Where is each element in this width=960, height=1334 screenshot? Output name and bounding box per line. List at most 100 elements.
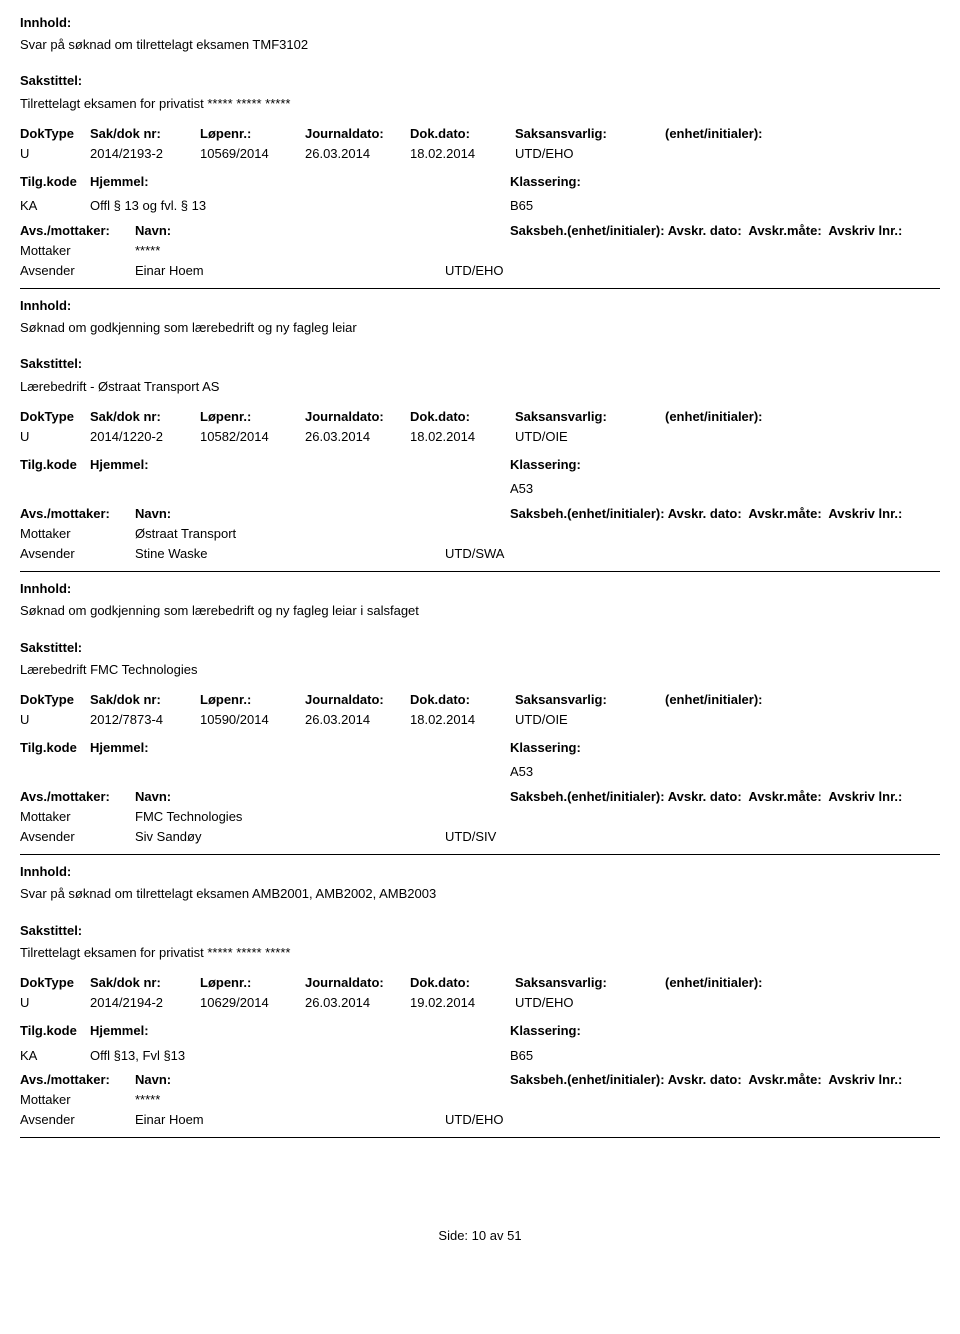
journal-record: Innhold: Svar på søknad om tilrettelagt … bbox=[20, 14, 940, 289]
record-divider bbox=[20, 288, 940, 289]
saksansvarlig-hdr: Saksansvarlig: bbox=[515, 691, 665, 709]
klassering-hdr: Klassering: bbox=[510, 1022, 940, 1040]
klassering-val: A53 bbox=[510, 763, 940, 781]
avsender-label: Avsender bbox=[20, 545, 135, 563]
doktype-hdr: DokType bbox=[20, 974, 90, 992]
journaldato-val: 26.03.2014 bbox=[305, 711, 410, 729]
record-divider bbox=[20, 571, 940, 572]
saksansvarlig-hdr: Saksansvarlig: bbox=[515, 125, 665, 143]
sakstittel-value: Tilrettelagt eksamen for privatist *****… bbox=[20, 944, 940, 962]
enhet-hdr: (enhet/initialer): bbox=[665, 974, 940, 992]
avsender-row: Avsender Einar Hoem UTD/EHO bbox=[20, 1111, 940, 1129]
journaldato-val: 26.03.2014 bbox=[305, 145, 410, 163]
avsender-unit: UTD/SWA bbox=[445, 545, 940, 563]
klassering-hdr: Klassering: bbox=[510, 456, 940, 474]
saksansvarlig-val: UTD/EHO bbox=[515, 994, 665, 1012]
avsender-name: Stine Waske bbox=[135, 545, 445, 563]
side-label: Side: bbox=[438, 1228, 468, 1243]
hjemmel-hdr: Hjemmel: bbox=[90, 173, 510, 191]
sakdok-val: 2014/2194-2 bbox=[90, 994, 200, 1012]
tilgkode-hdr: Tilg.kode bbox=[20, 739, 90, 757]
record-value-row: U 2014/2193-2 10569/2014 26.03.2014 18.0… bbox=[20, 145, 940, 163]
saksansvarlig-val: UTD/OIE bbox=[515, 711, 665, 729]
saksbeh-hdr: Saksbeh.(enhet/initialer): Avskr. dato: … bbox=[510, 788, 940, 806]
sakdok-hdr: Sak/dok nr: bbox=[90, 408, 200, 426]
avsender-row: Avsender Einar Hoem UTD/EHO bbox=[20, 262, 940, 280]
journaldato-hdr: Journaldato: bbox=[305, 974, 410, 992]
innhold-value: Svar på søknad om tilrettelagt eksamen T… bbox=[20, 36, 940, 54]
page-current: 10 bbox=[472, 1228, 486, 1243]
enhet-hdr: (enhet/initialer): bbox=[665, 125, 940, 143]
avsmottaker-hdr: Avs./mottaker: bbox=[20, 505, 135, 523]
sakdok-hdr: Sak/dok nr: bbox=[90, 125, 200, 143]
record-value-row: U 2014/2194-2 10629/2014 26.03.2014 19.0… bbox=[20, 994, 940, 1012]
record-value-row: U 2012/7873-4 10590/2014 26.03.2014 18.0… bbox=[20, 711, 940, 729]
mottaker-label: Mottaker bbox=[20, 525, 135, 543]
mottaker-name: ***** bbox=[135, 1091, 445, 1109]
lopenr-hdr: Løpenr.: bbox=[200, 408, 305, 426]
mottaker-unit bbox=[445, 525, 940, 543]
sakstittel-label: Sakstittel: bbox=[20, 72, 940, 90]
hjemmel-val bbox=[90, 763, 510, 781]
mottaker-unit bbox=[445, 808, 940, 826]
mottaker-unit bbox=[445, 242, 940, 260]
sakstittel-value: Tilrettelagt eksamen for privatist *****… bbox=[20, 95, 940, 113]
avsender-name: Siv Sandøy bbox=[135, 828, 445, 846]
sakstittel-label: Sakstittel: bbox=[20, 922, 940, 940]
hjemmel-hdr: Hjemmel: bbox=[90, 456, 510, 474]
innhold-value: Søknad om godkjenning som lærebedrift og… bbox=[20, 319, 940, 337]
dokdato-hdr: Dok.dato: bbox=[410, 125, 515, 143]
mottaker-row: Mottaker ***** bbox=[20, 242, 940, 260]
avsmottaker-hdr: Avs./mottaker: bbox=[20, 222, 135, 240]
mottaker-row: Mottaker Østraat Transport bbox=[20, 525, 940, 543]
record-list: Innhold: Svar på søknad om tilrettelagt … bbox=[20, 14, 940, 1138]
dokdato-val: 18.02.2014 bbox=[410, 428, 515, 446]
record-header-row: DokType Sak/dok nr: Løpenr.: Journaldato… bbox=[20, 125, 940, 143]
mottaker-label: Mottaker bbox=[20, 808, 135, 826]
journaldato-val: 26.03.2014 bbox=[305, 994, 410, 1012]
saksbeh-head-row: Avs./mottaker: Navn: Saksbeh.(enhet/init… bbox=[20, 788, 940, 806]
saksbeh-head-row: Avs./mottaker: Navn: Saksbeh.(enhet/init… bbox=[20, 505, 940, 523]
saksansvarlig-hdr: Saksansvarlig: bbox=[515, 408, 665, 426]
avsender-unit: UTD/EHO bbox=[445, 262, 940, 280]
tilgkode-val: KA bbox=[20, 197, 90, 215]
record-divider bbox=[20, 1137, 940, 1138]
saksbeh-hdr: Saksbeh.(enhet/initialer): Avskr. dato: … bbox=[510, 505, 940, 523]
avsender-label: Avsender bbox=[20, 1111, 135, 1129]
page-sep: av bbox=[490, 1228, 504, 1243]
tilgkode-val bbox=[20, 480, 90, 498]
klassering-val: B65 bbox=[510, 197, 940, 215]
lopenr-val: 10629/2014 bbox=[200, 994, 305, 1012]
document-page: Innhold: Svar på søknad om tilrettelagt … bbox=[0, 0, 960, 1243]
doktype-val: U bbox=[20, 145, 90, 163]
sakdok-val: 2012/7873-4 bbox=[90, 711, 200, 729]
saksansvarlig-val: UTD/EHO bbox=[515, 145, 665, 163]
lopenr-val: 10569/2014 bbox=[200, 145, 305, 163]
tilg-head-row: Tilg.kode Hjemmel: Klassering: bbox=[20, 173, 940, 191]
klassering-hdr: Klassering: bbox=[510, 173, 940, 191]
lopenr-val: 10582/2014 bbox=[200, 428, 305, 446]
avsender-row: Avsender Stine Waske UTD/SWA bbox=[20, 545, 940, 563]
journaldato-hdr: Journaldato: bbox=[305, 691, 410, 709]
enhet-hdr: (enhet/initialer): bbox=[665, 408, 940, 426]
avsmottaker-hdr: Avs./mottaker: bbox=[20, 788, 135, 806]
journaldato-hdr: Journaldato: bbox=[305, 125, 410, 143]
lopenr-hdr: Løpenr.: bbox=[200, 125, 305, 143]
doktype-hdr: DokType bbox=[20, 691, 90, 709]
klassering-hdr: Klassering: bbox=[510, 739, 940, 757]
tilg-head-row: Tilg.kode Hjemmel: Klassering: bbox=[20, 1022, 940, 1040]
record-header-row: DokType Sak/dok nr: Løpenr.: Journaldato… bbox=[20, 408, 940, 426]
navn-hdr: Navn: bbox=[135, 1071, 510, 1089]
navn-hdr: Navn: bbox=[135, 788, 510, 806]
innhold-label: Innhold: bbox=[20, 297, 940, 315]
journal-record: Innhold: Svar på søknad om tilrettelagt … bbox=[20, 863, 940, 1138]
mottaker-row: Mottaker FMC Technologies bbox=[20, 808, 940, 826]
hjemmel-val: Offl §13, Fvl §13 bbox=[90, 1047, 510, 1065]
tilgkode-hdr: Tilg.kode bbox=[20, 173, 90, 191]
journaldato-val: 26.03.2014 bbox=[305, 428, 410, 446]
avsender-label: Avsender bbox=[20, 828, 135, 846]
tilgkode-hdr: Tilg.kode bbox=[20, 1022, 90, 1040]
avsender-unit: UTD/EHO bbox=[445, 1111, 940, 1129]
saksansvarlig-val: UTD/OIE bbox=[515, 428, 665, 446]
dokdato-hdr: Dok.dato: bbox=[410, 408, 515, 426]
